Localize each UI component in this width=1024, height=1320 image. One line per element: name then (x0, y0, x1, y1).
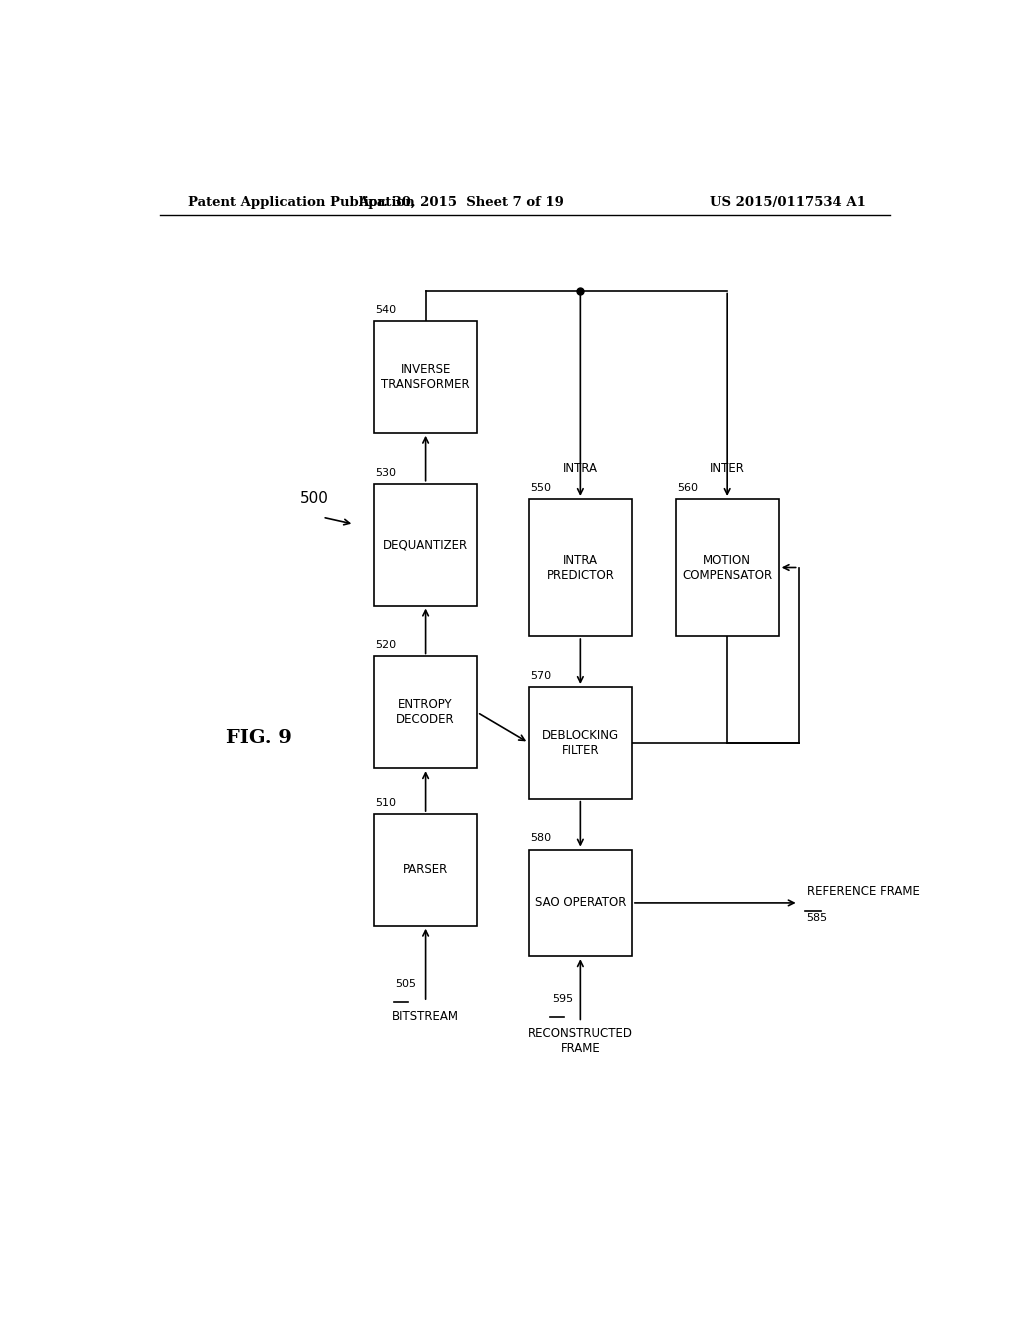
Text: Apr. 30, 2015  Sheet 7 of 19: Apr. 30, 2015 Sheet 7 of 19 (358, 195, 564, 209)
Text: 585: 585 (807, 913, 827, 923)
Text: INTER: INTER (710, 462, 744, 475)
Bar (528, 850, 632, 956)
Bar (528, 686, 632, 799)
Bar (374, 483, 477, 606)
Text: 550: 550 (530, 483, 551, 492)
Text: BITSTREAM: BITSTREAM (392, 1010, 459, 1023)
Bar (374, 656, 477, 768)
Bar (676, 499, 778, 636)
Text: INVERSE
TRANSFORMER: INVERSE TRANSFORMER (381, 363, 470, 391)
Text: INTRA
PREDICTOR: INTRA PREDICTOR (547, 553, 614, 582)
Text: 580: 580 (530, 833, 552, 843)
Text: 520: 520 (376, 640, 396, 651)
Text: FIG. 9: FIG. 9 (226, 729, 292, 747)
Text: 505: 505 (395, 979, 417, 989)
Text: 530: 530 (376, 467, 396, 478)
Text: 510: 510 (376, 797, 396, 808)
Text: 540: 540 (376, 305, 396, 315)
Text: REFERENCE FRAME: REFERENCE FRAME (807, 884, 920, 898)
Text: ENTROPY
DECODER: ENTROPY DECODER (396, 698, 455, 726)
Bar (374, 814, 477, 925)
Text: PARSER: PARSER (403, 863, 449, 876)
Text: MOTION
COMPENSATOR: MOTION COMPENSATOR (682, 553, 772, 582)
Text: 595: 595 (552, 994, 572, 1005)
Text: DEBLOCKING
FILTER: DEBLOCKING FILTER (542, 729, 618, 756)
Bar (374, 321, 477, 433)
Bar (528, 499, 632, 636)
Text: INTRA: INTRA (563, 462, 598, 475)
Text: 570: 570 (530, 671, 552, 681)
Text: US 2015/0117534 A1: US 2015/0117534 A1 (711, 195, 866, 209)
Text: 500: 500 (300, 491, 329, 507)
Text: 560: 560 (677, 483, 698, 492)
Text: SAO OPERATOR: SAO OPERATOR (535, 896, 626, 909)
Text: Patent Application Publication: Patent Application Publication (187, 195, 415, 209)
Text: RECONSTRUCTED
FRAME: RECONSTRUCTED FRAME (527, 1027, 633, 1056)
Text: DEQUANTIZER: DEQUANTIZER (383, 539, 468, 552)
